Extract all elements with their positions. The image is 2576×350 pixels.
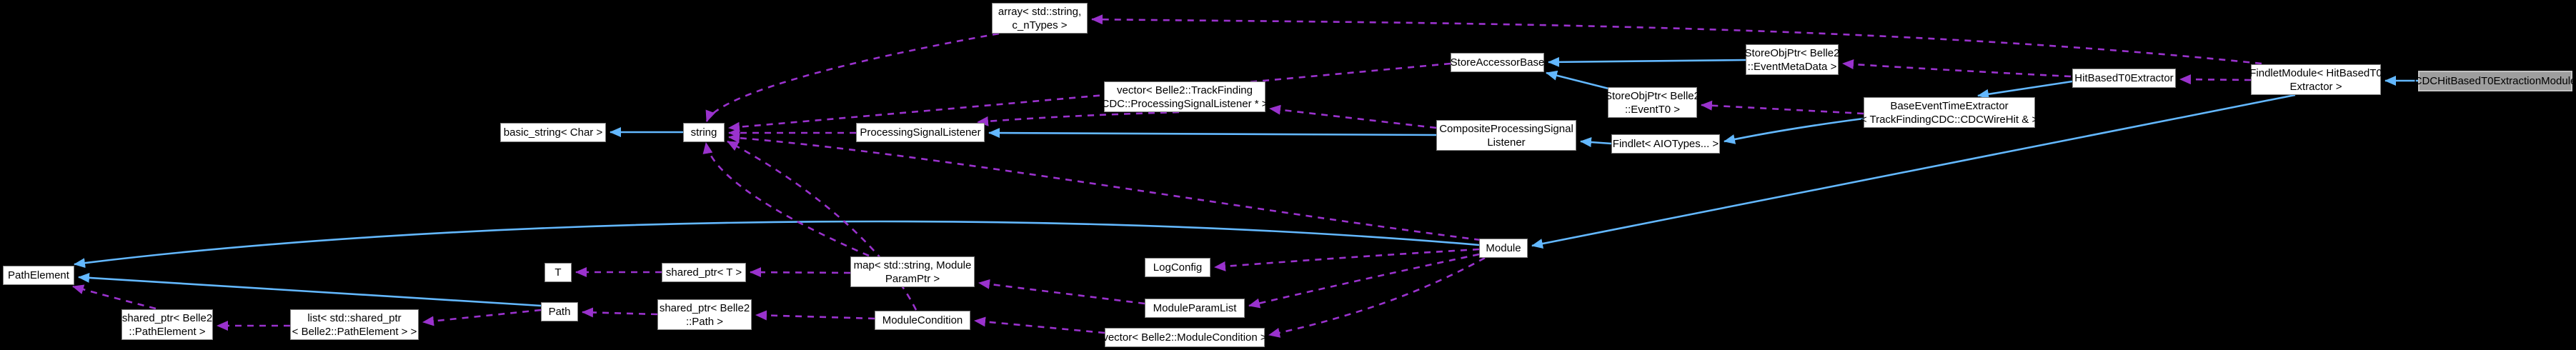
node-findlet-module[interactable]: FindletModule< HitBasedT0 Extractor > <box>2249 64 2382 95</box>
node-string[interactable]: string <box>683 123 725 142</box>
edge-storeobjptr-eventt0-to-store-accessor-base <box>1546 70 1612 91</box>
node-label: vector< Belle2::TrackFinding <box>1117 84 1253 96</box>
edge-path-to-path-element <box>78 272 542 307</box>
node-label: StoreObjPtr< Belle2 <box>1605 89 1700 102</box>
edge-map-moduleparamptr-to-shared-ptr-t <box>750 267 851 278</box>
node-label: FindletModule< HitBasedT0 <box>2249 66 2382 79</box>
node-label: CDCHitBasedT0ExtractionModule <box>2414 75 2576 87</box>
edge-vector-psl-to-processing-signal-listener <box>977 111 1180 126</box>
node-base-event-time-extractor[interactable]: BaseEventTimeExtractor < TrackFindingCDC:… <box>1860 97 2039 128</box>
node-label: Extractor > <box>2289 80 2342 93</box>
node-label: basic_string< Char > <box>503 126 603 139</box>
node-store-accessor-base[interactable]: StoreAccessorBase <box>1451 53 1544 72</box>
edge-vector-module-condition-to-module-condition <box>974 316 1105 334</box>
edge-map-moduleparamptr-to-string <box>702 142 870 257</box>
edge-module-to-path-element <box>74 220 1480 269</box>
edge-shared-ptr-pathelement-to-path-element <box>72 284 156 310</box>
node-shared-ptr-t[interactable]: shared_ptr< T > <box>662 263 746 282</box>
node-label: shared_ptr< Belle2 <box>659 301 750 314</box>
edge-module-to-log-config <box>1214 248 1480 271</box>
node-basic-string[interactable]: basic_string< Char > <box>500 123 606 142</box>
edge-array-string-cntypes-to-string <box>705 32 1000 122</box>
node-label: Module <box>1486 242 1521 254</box>
node-label: LogConfig <box>1153 261 1203 274</box>
edge-base-event-time-extractor-to-findlet-aiotypes <box>1724 117 1864 144</box>
node-label: ParamPtr > <box>885 272 940 285</box>
node-log-config[interactable]: LogConfig <box>1145 258 1210 277</box>
edge-module-to-string <box>728 133 1481 241</box>
edge-findlet-module-to-module <box>1531 94 2296 249</box>
edge-store-accessor-base-to-string <box>728 62 1451 132</box>
edge-storeobjptr-eventmetadata-to-store-accessor-base <box>1548 56 1746 67</box>
node-storeobjptr-eventt0[interactable]: StoreObjPtr< Belle2::EventT0 > <box>1605 87 1700 118</box>
node-processing-signal-listener[interactable]: ProcessingSignalListener <box>856 123 985 142</box>
edge-findlet-module-to-hit-based-t0-extractor <box>2179 74 2252 85</box>
node-module[interactable]: Module <box>1479 239 1528 258</box>
node-label: ProcessingSignalListener <box>860 126 981 139</box>
node-label: vector< Belle2::ModuleCondition > <box>1103 331 1267 344</box>
node-label: ::Path > <box>685 315 724 328</box>
node-map-moduleparamptr[interactable]: map< std::string, Module ParamPtr > <box>850 256 975 287</box>
node-label: Findlet< AIOTypes... > <box>1612 138 1719 150</box>
node-label: BaseEventTimeExtractor <box>1890 99 2009 112</box>
edge-findlet-module-to-array-string-cntypes <box>1091 14 2262 65</box>
node-storeobjptr-eventmetadata[interactable]: StoreObjPtr< Belle2::EventMetaData > <box>1744 44 1840 75</box>
node-label: ::EventMetaData > <box>1747 60 1837 73</box>
node-list-shared-ptr-pathelement[interactable]: list< std::shared_ptr < Belle2::PathEleme… <box>290 309 419 340</box>
node-hit-based-t0-extractor[interactable]: HitBasedT0Extractor <box>2072 69 2176 88</box>
node-label: c_nTypes > <box>1012 19 1068 31</box>
node-label: ModuleCondition <box>882 314 963 326</box>
node-path-element[interactable]: PathElement <box>3 266 74 285</box>
node-label: shared_ptr< T > <box>665 266 742 279</box>
node-vector-module-condition[interactable]: vector< Belle2::ModuleCondition > <box>1103 328 1267 347</box>
node-array-string-cntypes[interactable]: array< std::string, c_nTypes > <box>992 3 1088 34</box>
node-vector-psl[interactable]: vector< Belle2::TrackFinding CDC::Process… <box>1101 81 1268 112</box>
node-label: shared_ptr< Belle2 <box>121 311 213 324</box>
node-composite-psl[interactable]: CompositeProcessingSignal Listener <box>1436 120 1576 151</box>
node-label: list< std::shared_ptr <box>307 311 402 324</box>
node-label: ModuleParamList <box>1153 302 1237 314</box>
node-label: CompositeProcessingSignal <box>1439 122 1573 135</box>
edge-findlet-aiotypes-to-composite-psl <box>1580 137 1612 148</box>
node-module-param-list[interactable]: ModuleParamList <box>1145 299 1245 318</box>
node-label: PathElement <box>8 269 69 281</box>
node-cdc-hit-based-t0-extraction-module[interactable]: CDCHitBasedT0ExtractionModule <box>2415 71 2576 91</box>
node-findlet-aiotypes[interactable]: Findlet< AIOTypes... > <box>1611 134 1720 154</box>
edge-module-to-vector-module-condition <box>1268 256 1486 338</box>
edge-base-event-time-extractor-to-storeobjptr-eventt0 <box>1701 100 1864 115</box>
node-label: ::PathElement > <box>129 325 206 338</box>
edge-composite-psl-to-vector-psl <box>1269 104 1437 129</box>
edge-module-condition-to-string <box>727 140 917 311</box>
node-label: < TrackFindingCDC::CDCWireHit & > <box>1860 113 2039 126</box>
node-shared-ptr-path[interactable]: shared_ptr< Belle2::Path > <box>657 299 752 330</box>
edge-hit-based-t0-extractor-to-storeobjptr-eventmetadata <box>1842 59 2072 78</box>
node-label: StoreObjPtr< Belle2 <box>1744 46 1840 59</box>
node-label: StoreAccessorBase <box>1450 56 1545 69</box>
edge-module-param-list-to-map-moduleparamptr <box>978 279 1145 305</box>
edge-hit-based-t0-extractor-to-base-event-time-extractor <box>1977 80 2073 99</box>
node-label: HitBasedT0Extractor <box>2074 72 2174 84</box>
node-label: ::EventT0 > <box>1624 103 1681 116</box>
edge-shared-ptr-path-to-path <box>582 307 658 318</box>
node-module-condition[interactable]: ModuleCondition <box>875 311 970 330</box>
node-t[interactable]: T <box>544 263 572 282</box>
node-label: Listener <box>1487 136 1526 149</box>
node-label: Path <box>548 306 571 318</box>
edge-module-condition-to-shared-ptr-path <box>755 310 875 321</box>
node-path[interactable]: Path <box>541 302 578 321</box>
edge-path-to-list-shared-ptr-pathelement <box>422 309 542 326</box>
node-label: < Belle2::PathElement > > <box>292 325 417 338</box>
node-label: array< std::string, <box>998 5 1082 18</box>
node-label: CDC::ProcessingSignalListener * > <box>1101 97 1268 110</box>
node-label: T <box>555 266 562 279</box>
node-label: string <box>690 126 717 139</box>
edge-composite-psl-to-processing-signal-listener <box>988 128 1437 139</box>
node-label: map< std::string, Module <box>853 259 972 271</box>
node-shared-ptr-pathelement[interactable]: shared_ptr< Belle2::PathElement > <box>121 309 213 340</box>
